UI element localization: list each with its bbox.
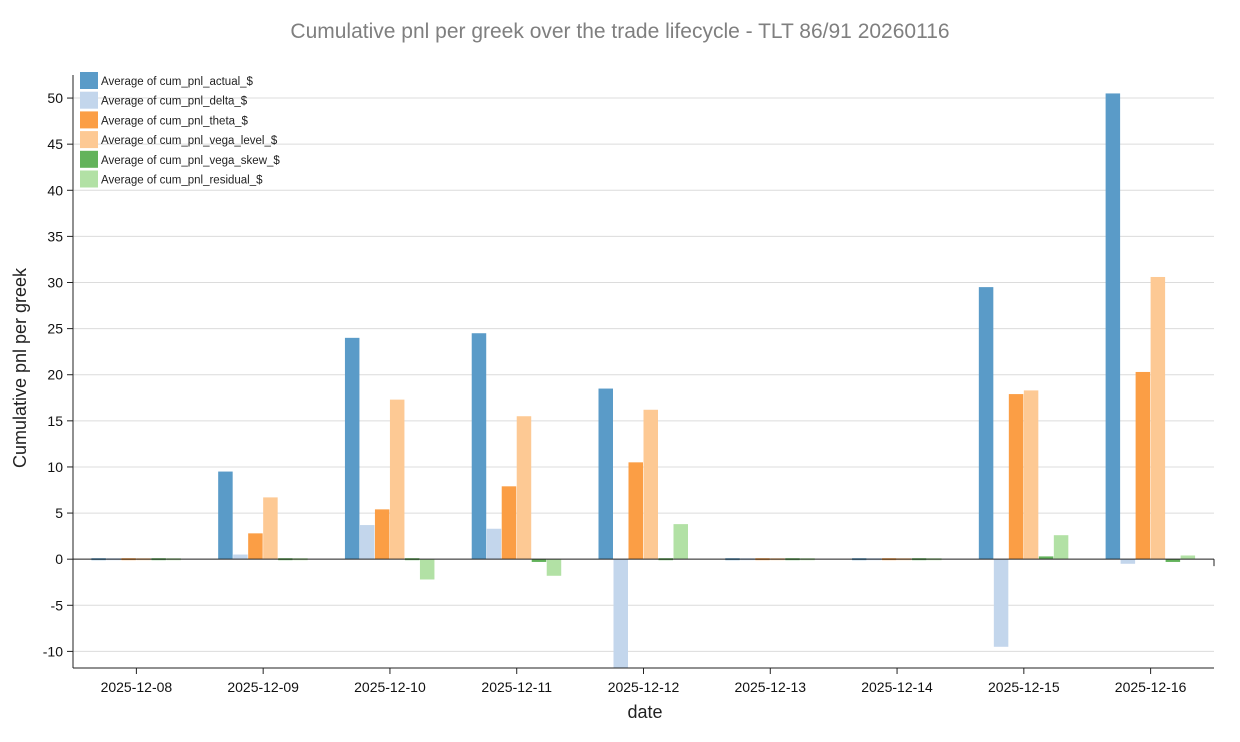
bar bbox=[628, 462, 643, 560]
bar bbox=[1053, 535, 1069, 560]
bar bbox=[233, 554, 248, 560]
bar bbox=[248, 533, 263, 560]
x-axis-ticks: 2025-12-08 2025-12-09 2025-12-10 2025-12-11… bbox=[101, 668, 1187, 695]
bar bbox=[344, 337, 360, 560]
y-tick-label: 5 bbox=[55, 505, 63, 521]
bar bbox=[1008, 394, 1024, 560]
bar bbox=[993, 559, 1009, 647]
y-tick-label: 35 bbox=[47, 228, 63, 244]
legend-swatch bbox=[80, 170, 98, 188]
y-tick-label: 10 bbox=[47, 459, 63, 475]
x-tick-label: 2025-12-12 bbox=[608, 679, 680, 695]
y-tick-label: 20 bbox=[47, 367, 63, 383]
bars bbox=[91, 93, 1196, 668]
bar bbox=[1165, 559, 1181, 562]
x-tick-label: 2025-12-14 bbox=[861, 679, 933, 695]
y-tick-label: -10 bbox=[43, 643, 63, 659]
bar bbox=[1135, 371, 1151, 560]
y-axis-ticks: -10 -5 0 5 10 15 20 25 30 35 40 45 50 bbox=[43, 90, 73, 659]
bar bbox=[1023, 390, 1039, 560]
x-tick-label: 2025-12-09 bbox=[227, 679, 299, 695]
y-tick-label: 45 bbox=[47, 136, 63, 152]
legend-label: Average of cum_pnl_delta_$ bbox=[101, 96, 248, 108]
y-tick-label: -5 bbox=[51, 597, 64, 613]
legend-label: Average of cum_pnl_vega_skew_$ bbox=[101, 155, 280, 167]
legend-label: Average of cum_pnl_residual_$ bbox=[101, 175, 263, 187]
x-tick-label: 2025-12-10 bbox=[354, 679, 426, 695]
legend-swatch bbox=[80, 111, 98, 129]
bar bbox=[1105, 93, 1121, 560]
bar bbox=[374, 509, 390, 560]
bar bbox=[598, 388, 613, 560]
bar bbox=[673, 524, 688, 560]
x-tick-label: 2025-12-16 bbox=[1115, 679, 1187, 695]
x-tick-label: 2025-12-11 bbox=[481, 679, 552, 695]
x-axis-label: date bbox=[627, 702, 662, 722]
y-tick-label: 15 bbox=[47, 413, 63, 429]
bar bbox=[1120, 559, 1136, 564]
bar bbox=[419, 559, 435, 580]
bar bbox=[613, 559, 628, 668]
bar bbox=[471, 333, 487, 560]
y-tick-label: 25 bbox=[47, 321, 63, 337]
bar bbox=[531, 559, 547, 562]
bar bbox=[389, 399, 405, 560]
bar bbox=[1180, 555, 1196, 560]
legend-swatch bbox=[80, 150, 98, 168]
x-tick-label: 2025-12-13 bbox=[734, 679, 806, 695]
bar bbox=[1038, 556, 1054, 560]
bar bbox=[501, 486, 517, 560]
bar bbox=[486, 528, 502, 560]
legend-label: Average of cum_pnl_vega_level_$ bbox=[101, 135, 278, 147]
legend-swatch bbox=[80, 91, 98, 109]
bar bbox=[978, 287, 994, 560]
bar bbox=[546, 559, 562, 576]
y-axis-label: Cumulative pnl per greek bbox=[10, 267, 30, 468]
bar bbox=[359, 525, 375, 560]
chart-title: Cumulative pnl per greek over the trade … bbox=[290, 20, 949, 43]
bar bbox=[263, 497, 278, 560]
legend-label: Average of cum_pnl_theta_$ bbox=[101, 115, 248, 127]
legend-swatch bbox=[80, 131, 98, 149]
y-tick-label: 40 bbox=[47, 182, 63, 198]
bar bbox=[218, 471, 233, 560]
legend: Average of cum_pnl_actual_$ Average of cu… bbox=[80, 72, 280, 188]
bar bbox=[516, 416, 532, 560]
y-tick-label: 0 bbox=[55, 551, 63, 567]
legend-label: Average of cum_pnl_actual_$ bbox=[101, 76, 254, 88]
y-tick-label: 30 bbox=[47, 275, 63, 291]
x-tick-label: 2025-12-15 bbox=[988, 679, 1060, 695]
bar bbox=[643, 409, 658, 560]
y-tick-label: 50 bbox=[47, 90, 63, 106]
legend-swatch bbox=[80, 72, 98, 89]
bar bbox=[1150, 276, 1166, 560]
x-tick-label: 2025-12-08 bbox=[101, 679, 173, 695]
